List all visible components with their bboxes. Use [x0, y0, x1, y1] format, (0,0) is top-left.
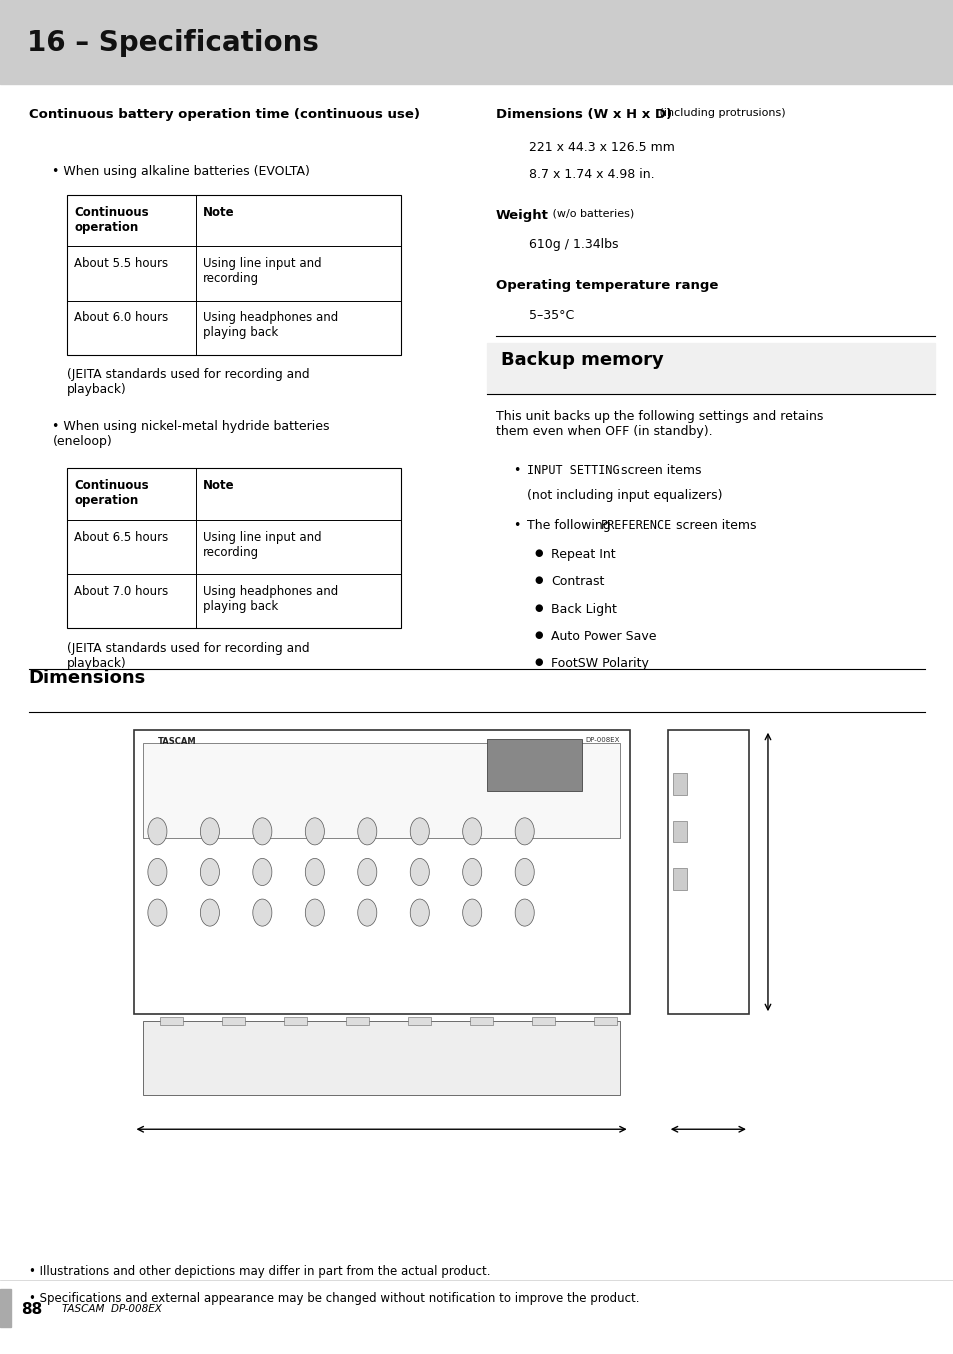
Text: Dimensions (W x H x D): Dimensions (W x H x D): [496, 108, 672, 122]
Text: Continuous
operation: Continuous operation: [74, 206, 149, 234]
Bar: [133, 730, 629, 1014]
Text: 5–35°C: 5–35°C: [529, 309, 574, 322]
Circle shape: [462, 818, 481, 845]
Bar: [67, 468, 400, 628]
Text: Back Light: Back Light: [551, 603, 617, 616]
Circle shape: [305, 858, 324, 886]
Text: About 7.0 hours: About 7.0 hours: [74, 585, 169, 598]
Bar: [160, 1017, 183, 1025]
Circle shape: [253, 818, 272, 845]
Bar: [143, 1021, 619, 1095]
Text: Using line input and
recording: Using line input and recording: [203, 531, 321, 559]
Text: ●: ●: [534, 603, 542, 612]
Text: Using line input and
recording: Using line input and recording: [203, 257, 321, 286]
Text: • Specifications and external appearance may be changed without notification to : • Specifications and external appearance…: [29, 1292, 639, 1305]
Text: About 6.0 hours: About 6.0 hours: [74, 311, 169, 325]
Bar: [532, 1017, 555, 1025]
Circle shape: [200, 858, 219, 886]
Circle shape: [462, 858, 481, 886]
Text: Using headphones and
playing back: Using headphones and playing back: [203, 585, 338, 613]
Text: Backup memory: Backup memory: [500, 351, 663, 368]
Circle shape: [462, 899, 481, 926]
Circle shape: [515, 858, 534, 886]
Text: • When using nickel-metal hydride batteries
(eneloop): • When using nickel-metal hydride batter…: [52, 420, 330, 448]
Text: 8.7 x 1.74 x 4.98 in.: 8.7 x 1.74 x 4.98 in.: [529, 168, 655, 181]
Circle shape: [410, 899, 429, 926]
Bar: [0, 1289, 11, 1327]
Text: screen items: screen items: [617, 464, 701, 478]
Bar: [672, 868, 686, 890]
Text: Continuous battery operation time (continuous use): Continuous battery operation time (conti…: [29, 108, 419, 122]
Bar: [594, 1017, 617, 1025]
Text: (w/o batteries): (w/o batteries): [548, 209, 633, 218]
Text: •: •: [513, 519, 520, 532]
Bar: [143, 743, 619, 838]
Circle shape: [410, 858, 429, 886]
Text: 221 x 44.3 x 126.5 mm: 221 x 44.3 x 126.5 mm: [529, 141, 675, 154]
Text: PREFERENCE: PREFERENCE: [600, 519, 672, 532]
Bar: [67, 195, 400, 355]
Text: The following: The following: [526, 519, 614, 532]
Text: ●: ●: [534, 630, 542, 639]
Text: Using headphones and
playing back: Using headphones and playing back: [203, 311, 338, 340]
Circle shape: [515, 899, 534, 926]
Text: •: •: [513, 464, 520, 478]
Text: Continuous
operation: Continuous operation: [74, 479, 149, 508]
Text: screen items: screen items: [671, 519, 756, 532]
Text: DP-008EX: DP-008EX: [585, 737, 619, 742]
Text: This unit backs up the following settings and retains
them even when OFF (in sta: This unit backs up the following setting…: [496, 410, 822, 439]
Bar: [408, 1017, 431, 1025]
Text: ●: ●: [534, 548, 542, 558]
Circle shape: [410, 818, 429, 845]
Text: Contrast: Contrast: [551, 575, 604, 589]
Text: 610g / 1.34lbs: 610g / 1.34lbs: [529, 238, 618, 252]
Text: Dimensions: Dimensions: [29, 669, 146, 686]
Text: ●: ●: [534, 575, 542, 585]
Text: Auto Power Save: Auto Power Save: [551, 630, 657, 643]
Text: • When using alkaline batteries (EVOLTA): • When using alkaline batteries (EVOLTA): [52, 165, 310, 179]
Text: TASCAM: TASCAM: [157, 737, 195, 746]
Text: FootSW Polarity: FootSW Polarity: [551, 657, 649, 670]
Text: (not including input equalizers): (not including input equalizers): [526, 489, 721, 502]
Text: Operating temperature range: Operating temperature range: [496, 279, 718, 292]
Circle shape: [200, 899, 219, 926]
Text: INPUT SETTING: INPUT SETTING: [526, 464, 618, 478]
Text: 16 – Specifications: 16 – Specifications: [27, 30, 318, 57]
Text: 88: 88: [21, 1301, 42, 1317]
Bar: [470, 1017, 493, 1025]
Bar: [284, 1017, 307, 1025]
Circle shape: [253, 858, 272, 886]
Circle shape: [357, 858, 376, 886]
Bar: [222, 1017, 245, 1025]
Text: About 5.5 hours: About 5.5 hours: [74, 257, 169, 271]
Circle shape: [357, 818, 376, 845]
Bar: [672, 821, 686, 842]
Text: (including protrusions): (including protrusions): [656, 108, 785, 118]
Text: Note: Note: [203, 206, 234, 219]
Text: (JEITA standards used for recording and
playback): (JEITA standards used for recording and …: [67, 368, 309, 397]
Circle shape: [148, 818, 167, 845]
Circle shape: [253, 899, 272, 926]
Text: • Illustrations and other depictions may differ in part from the actual product.: • Illustrations and other depictions may…: [29, 1265, 490, 1278]
Text: Repeat Int: Repeat Int: [551, 548, 616, 562]
Text: TASCAM  DP-008EX: TASCAM DP-008EX: [62, 1304, 162, 1315]
Bar: [667, 730, 748, 1014]
Circle shape: [148, 858, 167, 886]
Text: About 6.5 hours: About 6.5 hours: [74, 531, 169, 544]
Circle shape: [305, 818, 324, 845]
Bar: [672, 773, 686, 795]
Text: Weight: Weight: [496, 209, 548, 222]
Text: ●: ●: [534, 657, 542, 666]
Text: Note: Note: [203, 479, 234, 493]
Bar: [346, 1017, 369, 1025]
Circle shape: [357, 899, 376, 926]
Bar: [0, 0, 953, 84]
Text: (JEITA standards used for recording and
playback): (JEITA standards used for recording and …: [67, 642, 309, 670]
Circle shape: [515, 818, 534, 845]
Circle shape: [148, 899, 167, 926]
Circle shape: [200, 818, 219, 845]
Bar: [486, 343, 934, 394]
Circle shape: [305, 899, 324, 926]
Bar: [486, 739, 581, 791]
